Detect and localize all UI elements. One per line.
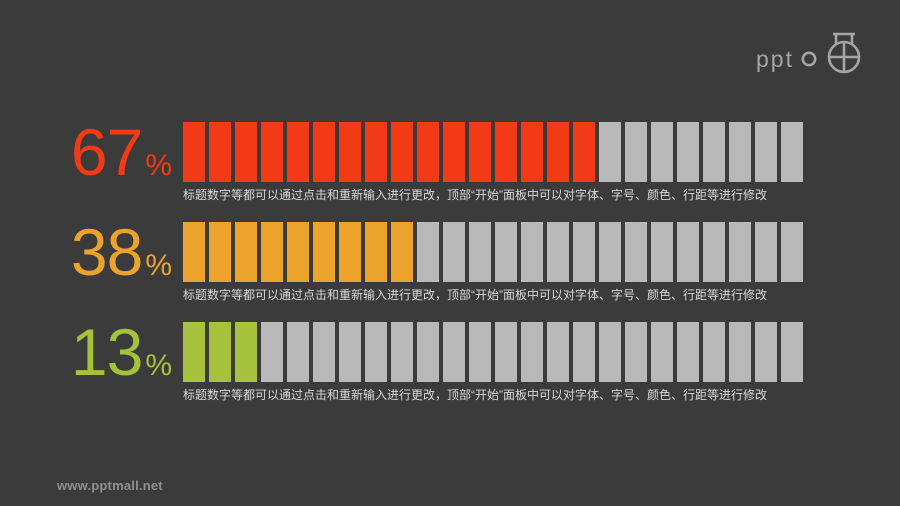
- bar-segment: [495, 122, 517, 182]
- bar-segment: [573, 122, 595, 182]
- bar-segment: [443, 222, 465, 282]
- bar-segment: [625, 122, 647, 182]
- bar-segment: [677, 122, 699, 182]
- bar-segment: [391, 122, 413, 182]
- segment-bar: [183, 322, 803, 382]
- progress-row: 67% 标题数字等都可以通过点击和重新输入进行更改，顶部“开始”面板中可以对字体…: [0, 115, 900, 206]
- percent-label[interactable]: 13%: [30, 315, 172, 389]
- bar-segment: [651, 322, 673, 382]
- bar-segment: [547, 322, 569, 382]
- bar-segment: [417, 322, 439, 382]
- bar-segment: [729, 322, 751, 382]
- watermark-text: www.pptmall.net: [57, 478, 163, 493]
- bar-segment: [209, 122, 231, 182]
- bar-segment: [625, 222, 647, 282]
- bar-segment: [755, 122, 777, 182]
- percent-label[interactable]: 38%: [30, 215, 172, 289]
- bar-segment: [781, 222, 803, 282]
- caption-text[interactable]: 标题数字等都可以通过点击和重新输入进行更改，顶部“开始”面板中可以对字体、字号、…: [183, 388, 767, 402]
- caption-text[interactable]: 标题数字等都可以通过点击和重新输入进行更改，顶部“开始”面板中可以对字体、字号、…: [183, 188, 767, 202]
- bar-segment: [781, 322, 803, 382]
- circle-crosshair-with-crown-icon: [801, 32, 861, 74]
- percent-unit-sign: %: [145, 249, 172, 282]
- bar-segment: [209, 322, 231, 382]
- bar-segment: [365, 222, 387, 282]
- bar-segment: [651, 222, 673, 282]
- bar-segment: [703, 122, 725, 182]
- bar-segment: [287, 122, 309, 182]
- segment-bar: [183, 122, 803, 182]
- logo-text: ppt: [756, 46, 794, 72]
- bar-segment: [495, 222, 517, 282]
- bar-segment: [521, 322, 543, 382]
- bar-segment: [365, 322, 387, 382]
- pptmall-logo: ppt: [756, 26, 868, 76]
- bar-segment: [235, 222, 257, 282]
- segment-bar: [183, 222, 803, 282]
- bar-segment: [183, 322, 205, 382]
- bar-segment: [313, 322, 335, 382]
- bar-segment: [521, 122, 543, 182]
- percent-value: 38: [70, 215, 143, 289]
- bar-segment: [443, 122, 465, 182]
- percent-value: 67: [70, 115, 143, 189]
- progress-row: 38% 标题数字等都可以通过点击和重新输入进行更改，顶部“开始”面板中可以对字体…: [0, 215, 900, 306]
- percent-unit-sign: %: [145, 349, 172, 382]
- bar-segment: [599, 222, 621, 282]
- bar-segment: [573, 222, 595, 282]
- percent-label[interactable]: 67%: [30, 115, 172, 189]
- bar-segment: [391, 322, 413, 382]
- bar-segment: [677, 222, 699, 282]
- bar-segment: [651, 122, 673, 182]
- bar-segment: [625, 322, 647, 382]
- bar-segment: [339, 322, 361, 382]
- bar-segment: [287, 322, 309, 382]
- bar-segment: [547, 222, 569, 282]
- bar-segment: [755, 222, 777, 282]
- bar-segment: [547, 122, 569, 182]
- bar-segment: [261, 322, 283, 382]
- bar-segment: [261, 122, 283, 182]
- bar-segment: [391, 222, 413, 282]
- percent-unit-sign: %: [145, 149, 172, 182]
- bar-segment: [703, 322, 725, 382]
- bar-segment: [729, 122, 751, 182]
- bar-segment: [339, 122, 361, 182]
- bar-segment: [755, 322, 777, 382]
- bar-segment: [599, 122, 621, 182]
- progress-row: 13% 标题数字等都可以通过点击和重新输入进行更改，顶部“开始”面板中可以对字体…: [0, 315, 900, 406]
- percent-value: 13: [70, 315, 143, 389]
- bar-segment: [599, 322, 621, 382]
- bar-segment: [235, 122, 257, 182]
- caption-text[interactable]: 标题数字等都可以通过点击和重新输入进行更改，顶部“开始”面板中可以对字体、字号、…: [183, 288, 767, 302]
- bar-segment: [209, 222, 231, 282]
- bar-segment: [469, 222, 491, 282]
- bar-segment: [573, 322, 595, 382]
- bar-segment: [781, 122, 803, 182]
- bar-segment: [417, 122, 439, 182]
- bar-segment: [313, 122, 335, 182]
- bar-segment: [261, 222, 283, 282]
- bar-segment: [183, 122, 205, 182]
- bar-segment: [443, 322, 465, 382]
- bar-segment: [183, 222, 205, 282]
- bar-segment: [339, 222, 361, 282]
- bar-segment: [677, 322, 699, 382]
- bar-segment: [417, 222, 439, 282]
- bar-segment: [469, 122, 491, 182]
- bar-segment: [521, 222, 543, 282]
- bar-segment: [313, 222, 335, 282]
- bar-segment: [235, 322, 257, 382]
- bar-segment: [287, 222, 309, 282]
- bar-segment: [365, 122, 387, 182]
- bar-segment: [703, 222, 725, 282]
- bar-segment: [729, 222, 751, 282]
- bar-segment: [495, 322, 517, 382]
- bar-segment: [469, 322, 491, 382]
